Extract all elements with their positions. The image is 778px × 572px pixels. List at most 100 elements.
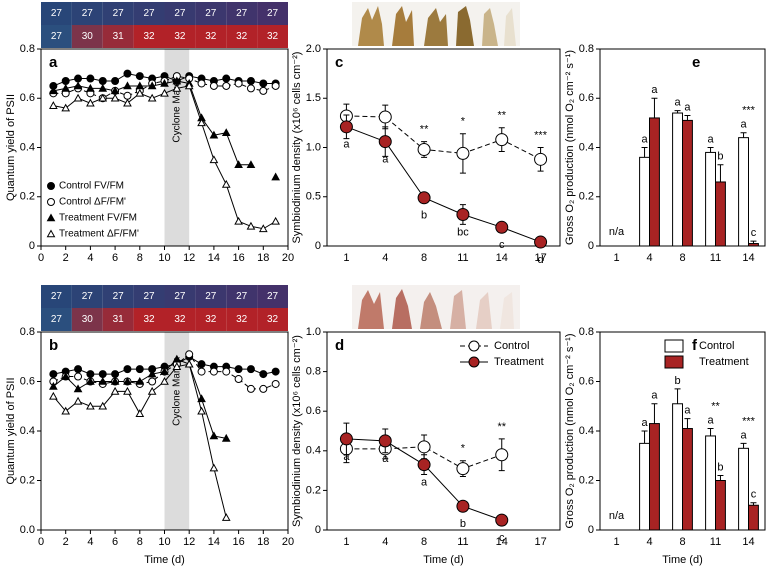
temperature-cell xyxy=(133,25,165,48)
marker xyxy=(135,365,144,374)
marker xyxy=(456,207,470,221)
marker xyxy=(378,434,392,448)
x-tick-label: 2 xyxy=(63,536,69,548)
y-tick-label: 0.4 xyxy=(20,425,35,437)
marker xyxy=(147,81,157,90)
marker xyxy=(417,142,431,156)
marker xyxy=(49,381,58,390)
marker xyxy=(222,74,231,83)
x-tick-label: 11 xyxy=(710,252,721,264)
marker xyxy=(73,396,83,405)
marker xyxy=(534,235,548,249)
marker xyxy=(135,376,145,385)
significance: ** xyxy=(497,421,506,433)
marker xyxy=(147,93,157,102)
y-axis-label: Gross O₂ production (nmol O₂ cm⁻² s⁻¹) xyxy=(564,334,576,529)
legend-marker xyxy=(46,229,56,238)
letter-label: c xyxy=(499,532,505,544)
temperature-label: 32 xyxy=(205,314,217,325)
marker xyxy=(172,76,182,85)
temperature-label: 27 xyxy=(205,291,217,302)
marker xyxy=(123,386,132,395)
x-tick-label: 18 xyxy=(257,252,269,264)
marker xyxy=(246,84,255,93)
temperature-label: 32 xyxy=(236,31,248,42)
marker xyxy=(160,88,169,97)
letter-label: a xyxy=(740,429,747,441)
marker xyxy=(222,81,231,90)
marker xyxy=(417,458,431,472)
coral-photo xyxy=(352,285,520,329)
marker xyxy=(86,83,95,92)
letter-label: a xyxy=(674,96,681,108)
marker xyxy=(259,384,268,393)
marker xyxy=(74,74,83,83)
letter-label: a xyxy=(651,84,658,96)
error-bar xyxy=(707,428,714,436)
marker xyxy=(135,409,145,417)
legend-label: Control xyxy=(494,340,529,352)
temperature-cell xyxy=(102,25,134,48)
marker xyxy=(73,384,83,393)
legend-swatch xyxy=(664,339,684,353)
letter-label: a xyxy=(641,417,648,429)
temperature-cell xyxy=(257,2,288,25)
marker xyxy=(61,77,70,86)
letter-label: b xyxy=(460,518,466,530)
temperature-cell xyxy=(195,25,227,48)
error-bar xyxy=(651,403,658,424)
marker xyxy=(49,391,58,400)
marker xyxy=(209,81,218,90)
marker xyxy=(123,365,132,374)
marker xyxy=(456,462,470,476)
marker xyxy=(246,365,255,374)
x-tick-label: 4 xyxy=(87,252,93,264)
temperature-label: 32 xyxy=(236,314,248,325)
legend-marker xyxy=(46,213,56,222)
temperature-cell xyxy=(102,285,134,308)
x-axis-label: Time (d) xyxy=(662,554,703,566)
temperature-cell xyxy=(226,285,258,308)
bar xyxy=(748,243,759,247)
letter-label: a xyxy=(421,477,428,489)
x-tick-label: 8 xyxy=(137,252,143,264)
marker xyxy=(495,133,509,147)
marker xyxy=(185,350,194,359)
temperature-cell xyxy=(195,285,227,308)
marker xyxy=(98,83,108,92)
x-tick-label: 16 xyxy=(232,536,244,548)
marker xyxy=(221,433,231,442)
marker xyxy=(234,79,243,88)
bar xyxy=(715,480,726,531)
letter-label: a xyxy=(740,119,747,131)
marker xyxy=(73,81,83,90)
marker xyxy=(495,448,509,462)
marker xyxy=(209,155,219,164)
temperature-label: 32 xyxy=(205,31,217,42)
y-tick-label: 0 xyxy=(588,240,594,252)
temperature-label: 27 xyxy=(174,8,186,19)
temperature-label: 27 xyxy=(113,8,125,19)
bar xyxy=(639,156,650,247)
legend-label: Treatment xyxy=(494,356,544,368)
marker xyxy=(172,83,182,92)
y-tick-label: 0.4 xyxy=(20,141,35,153)
bar xyxy=(649,117,660,247)
temperature-cell xyxy=(257,285,288,308)
y-tick-label: 0.4 xyxy=(579,425,594,437)
marker xyxy=(271,379,280,388)
legend-marker xyxy=(47,182,55,190)
legend-label: Treatment ΔF/FM' xyxy=(59,229,139,240)
temperature-cell xyxy=(133,285,165,308)
x-tick-label: 14 xyxy=(208,536,220,548)
significance: * xyxy=(461,116,466,128)
temperature-cell xyxy=(71,2,103,25)
temperature-cell xyxy=(41,285,72,308)
temperature-cell xyxy=(71,285,103,308)
marker xyxy=(197,406,206,415)
marker xyxy=(417,440,431,454)
temperature-label: 31 xyxy=(113,31,125,42)
temperature-cell xyxy=(41,25,72,48)
plot-frame xyxy=(326,48,561,247)
x-tick-label: 10 xyxy=(158,252,170,264)
